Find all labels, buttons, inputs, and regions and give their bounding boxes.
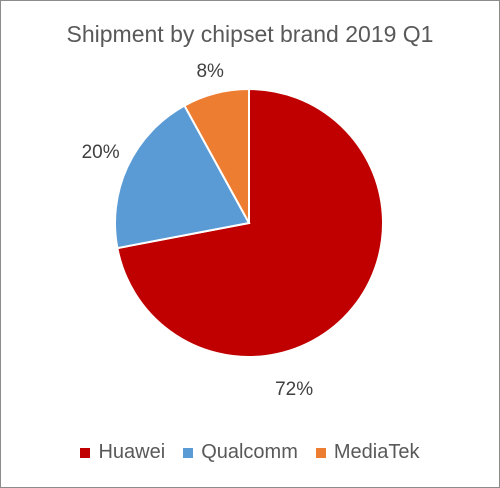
legend-item-qualcomm: Qualcomm: [183, 441, 298, 464]
legend-swatch-qualcomm: [183, 447, 194, 458]
pie-slice-qualcomm: [114, 104, 251, 250]
chart-legend: Huawei Qualcomm MediaTek: [1, 441, 499, 464]
legend-swatch-huawei: [80, 447, 91, 458]
chart-title: Shipment by chipset brand 2019 Q1: [66, 21, 434, 47]
data-label-qualcomm: 20%: [82, 142, 120, 163]
data-label-mediatek: 8%: [196, 61, 224, 82]
legend-label-qualcomm: Qualcomm: [201, 441, 298, 463]
legend-item-mediatek: MediaTek: [315, 441, 420, 464]
legend-item-huawei: Huawei: [80, 441, 165, 464]
pie-slice-mediatek: [183, 87, 250, 224]
data-label-huawei: 72%: [275, 379, 313, 400]
pie-slice-huawei: [116, 87, 384, 358]
legend-label-huawei: Huawei: [98, 441, 166, 463]
legend-label-mediatek: MediaTek: [333, 441, 420, 463]
legend-swatch-mediatek: [315, 447, 326, 458]
